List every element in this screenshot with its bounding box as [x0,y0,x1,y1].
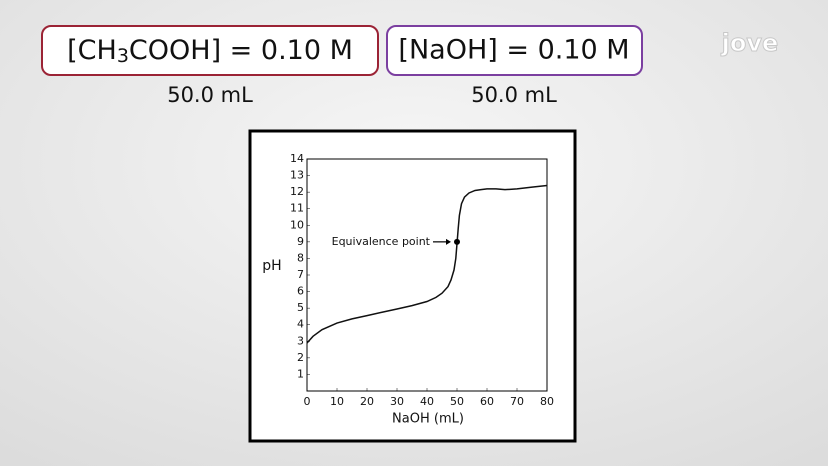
acid-box [41,25,379,76]
base-box [386,25,643,76]
y-tick-label: 1 [297,367,304,380]
x-tick-label: 70 [510,395,524,408]
acid-volume: 50.0 mL [167,83,253,107]
base-concentration: [NaOH] = 0.10 M [398,35,629,66]
annotation-arrowhead [446,238,451,245]
acid-concentration: [CH3COOH] = 0.10 M [67,35,353,67]
y-tick-label: 9 [297,235,304,248]
x-tick-label: 60 [480,395,494,408]
x-tick-label: 20 [360,395,374,408]
chart-frame [248,129,577,443]
acid-subscript: 3 [117,45,129,67]
x-tick-label: 40 [420,395,434,408]
annotation-label: Equivalence point [332,235,431,248]
y-tick-label: 7 [297,268,304,281]
x-tick-label: 80 [540,395,554,408]
x-tick-label: 30 [390,395,404,408]
y-tick-label: 5 [297,301,304,314]
x-tick-label: 0 [304,395,311,408]
x-tick-label: 50 [450,395,464,408]
y-tick-label: 6 [297,285,304,298]
y-tick-label: 3 [297,334,304,347]
y-tick-label: 10 [290,218,304,231]
x-axis-title: NaOH (mL) [392,412,464,427]
y-tick-label: 13 [290,169,304,182]
equivalence-point [454,238,460,245]
titration-curve [306,184,548,344]
acid-text: COOH] = 0.10 M [129,35,353,66]
y-tick-label: 2 [297,351,304,364]
logo: jove [721,29,779,57]
acid-text: [CH [67,35,117,66]
base-volume: 50.0 mL [471,83,557,107]
x-tick-label: 10 [330,395,344,408]
y-tick-label: 14 [290,152,304,165]
y-tick-label: 12 [290,185,304,198]
y-axis-title: pH [262,258,281,274]
y-tick-label: 11 [290,202,304,215]
y-tick-label: 8 [297,251,304,264]
y-tick-label: 4 [297,318,304,331]
